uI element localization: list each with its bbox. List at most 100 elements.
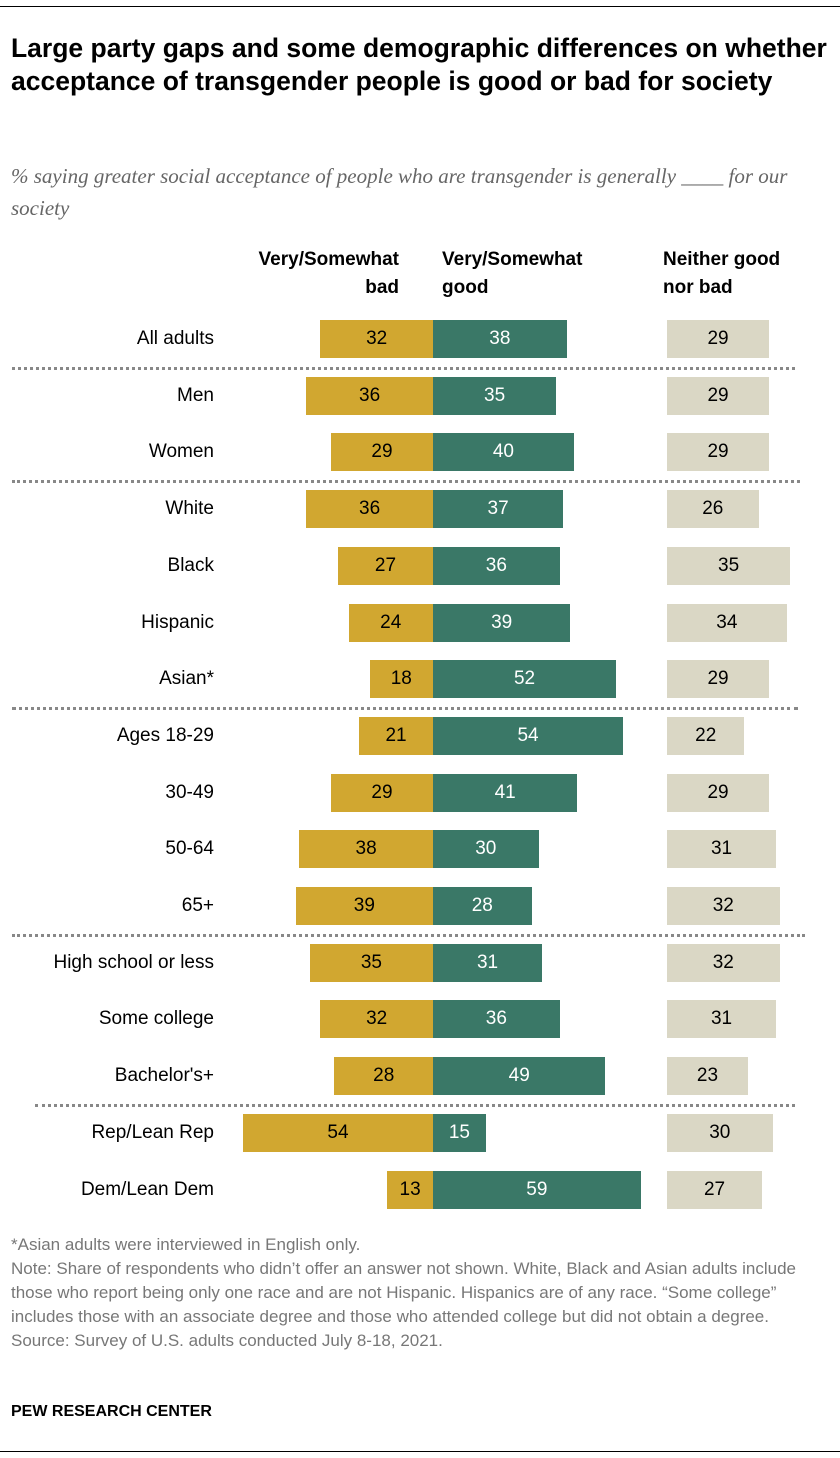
bar-neither: 34 xyxy=(667,603,787,642)
bar-neither: 29 xyxy=(667,376,770,415)
bar-bad: 32 xyxy=(320,1000,433,1039)
bar-neither: 32 xyxy=(667,887,780,925)
bar-good: 37 xyxy=(433,490,564,529)
category-label: Black xyxy=(167,554,214,576)
bar-good: 30 xyxy=(433,830,539,869)
category-label: Bachelor's+ xyxy=(114,1065,214,1087)
bar-good-label: 52 xyxy=(513,668,536,690)
bar-good-label: 36 xyxy=(485,554,507,576)
bar-good: 59 xyxy=(433,1170,641,1209)
category-label: 65+ xyxy=(181,895,214,916)
bar-good: 38 xyxy=(433,320,567,358)
column-header-neither-line2: nor bad xyxy=(663,277,733,298)
bar-bad: 29 xyxy=(330,433,433,472)
bar-good: 41 xyxy=(433,773,578,812)
group-separator xyxy=(12,367,795,370)
notes: *Asian adults were interviewed in Englis… xyxy=(11,1233,821,1353)
bar-bad-label: 36 xyxy=(359,498,381,520)
bar-neither-label: 26 xyxy=(702,498,724,520)
footnote-asian: *Asian adults were interviewed in Englis… xyxy=(11,1235,361,1254)
bar-good-label: 31 xyxy=(476,951,499,973)
bar-bad-label: 13 xyxy=(399,1178,421,1200)
bar-good: 35 xyxy=(433,376,557,415)
category-label: White xyxy=(165,498,214,520)
category-label: 50-64 xyxy=(165,838,214,860)
bar-good-label: 49 xyxy=(508,1065,530,1087)
bar-neither-label: 23 xyxy=(696,1065,719,1087)
bar-good: 36 xyxy=(433,546,560,585)
bar-bad-label: 38 xyxy=(355,838,377,860)
bar-good: 54 xyxy=(433,716,624,755)
group-separator xyxy=(35,1104,795,1108)
bar-good: 39 xyxy=(433,603,571,642)
column-header-good-line1: Very/Somewhat xyxy=(442,249,583,270)
bar-bad-label: 35 xyxy=(360,951,382,973)
bar-bad: 18 xyxy=(369,660,433,699)
bar-bad-label: 21 xyxy=(385,724,407,746)
bar-bad: 35 xyxy=(309,943,433,982)
category-label: Asian* xyxy=(159,668,214,690)
column-header-neither-line1: Neither good xyxy=(663,249,781,270)
bar-good: 49 xyxy=(433,1057,606,1096)
bar-neither-label: 31 xyxy=(710,1008,733,1030)
bar-bad: 39 xyxy=(295,887,433,925)
bar-bad-label: 32 xyxy=(366,328,388,349)
bar-good-label: 40 xyxy=(492,441,514,463)
bar-neither: 31 xyxy=(667,830,777,869)
bar-good-label: 36 xyxy=(485,1008,507,1030)
bar-neither-label: 29 xyxy=(707,384,729,406)
category-label: 30-49 xyxy=(165,781,214,803)
category-label: All adults xyxy=(136,328,214,349)
note: Note: Share of respondents who didn’t of… xyxy=(11,1259,796,1326)
bar-bad-label: 18 xyxy=(390,668,412,690)
column-header-good-line2: good xyxy=(442,277,489,298)
bar-neither: 29 xyxy=(667,660,770,699)
bar-neither: 29 xyxy=(667,773,770,812)
bar-neither: 35 xyxy=(667,546,791,585)
chart-title: Large party gaps and some demographic di… xyxy=(11,33,827,96)
bar-bad-label: 39 xyxy=(353,895,375,916)
column-header-bad-line2: bad xyxy=(365,277,399,298)
bar-bad-label: 28 xyxy=(373,1065,395,1087)
bar-neither-label: 32 xyxy=(712,951,734,973)
bar-good: 52 xyxy=(433,660,617,699)
bar-good-label: 35 xyxy=(484,384,506,406)
bar-good-label: 15 xyxy=(448,1121,470,1143)
bar-neither: 31 xyxy=(667,1000,777,1039)
category-label: High school or less xyxy=(53,951,214,973)
bar-neither-label: 31 xyxy=(710,838,733,860)
bar-bad-label: 24 xyxy=(380,611,402,633)
bar-neither-label: 27 xyxy=(703,1178,726,1200)
bottom-rule xyxy=(0,1451,840,1452)
bar-neither-label: 29 xyxy=(707,328,729,349)
bar-bad: 36 xyxy=(306,490,433,529)
category-label: Ages 18-29 xyxy=(116,724,214,746)
bar-neither: 29 xyxy=(667,433,770,472)
bar-good: 36 xyxy=(433,1000,560,1039)
bar-neither: 27 xyxy=(667,1170,763,1209)
bar-neither: 22 xyxy=(667,716,745,755)
column-header-good: Very/Somewhat good xyxy=(442,246,582,302)
column-header-bad-line1: Very/Somewhat xyxy=(258,249,399,270)
bar-bad-label: 29 xyxy=(371,441,393,463)
chart-subtitle: % saying greater social acceptance of pe… xyxy=(11,164,788,220)
bar-bad: 38 xyxy=(299,830,433,869)
bar-good-label: 59 xyxy=(526,1178,548,1200)
bar-neither-label: 34 xyxy=(716,611,738,633)
bar-neither: 32 xyxy=(667,943,780,982)
bar-neither-label: 29 xyxy=(707,668,729,690)
bar-good-label: 28 xyxy=(471,895,493,916)
bar-neither-label: 29 xyxy=(707,441,729,463)
bar-neither: 26 xyxy=(667,490,759,529)
category-label: Dem/Lean Dem xyxy=(80,1178,214,1200)
bar-bad-label: 54 xyxy=(327,1121,349,1143)
source: Source: Survey of U.S. adults conducted … xyxy=(11,1331,443,1350)
group-separator xyxy=(12,480,800,484)
bar-good-label: 39 xyxy=(491,611,513,633)
category-label: Women xyxy=(148,441,214,463)
group-separator xyxy=(12,707,798,711)
bar-bad: 24 xyxy=(348,603,433,642)
group-separator xyxy=(12,934,805,937)
top-rule xyxy=(0,6,840,7)
bar-neither-label: 29 xyxy=(707,781,729,803)
